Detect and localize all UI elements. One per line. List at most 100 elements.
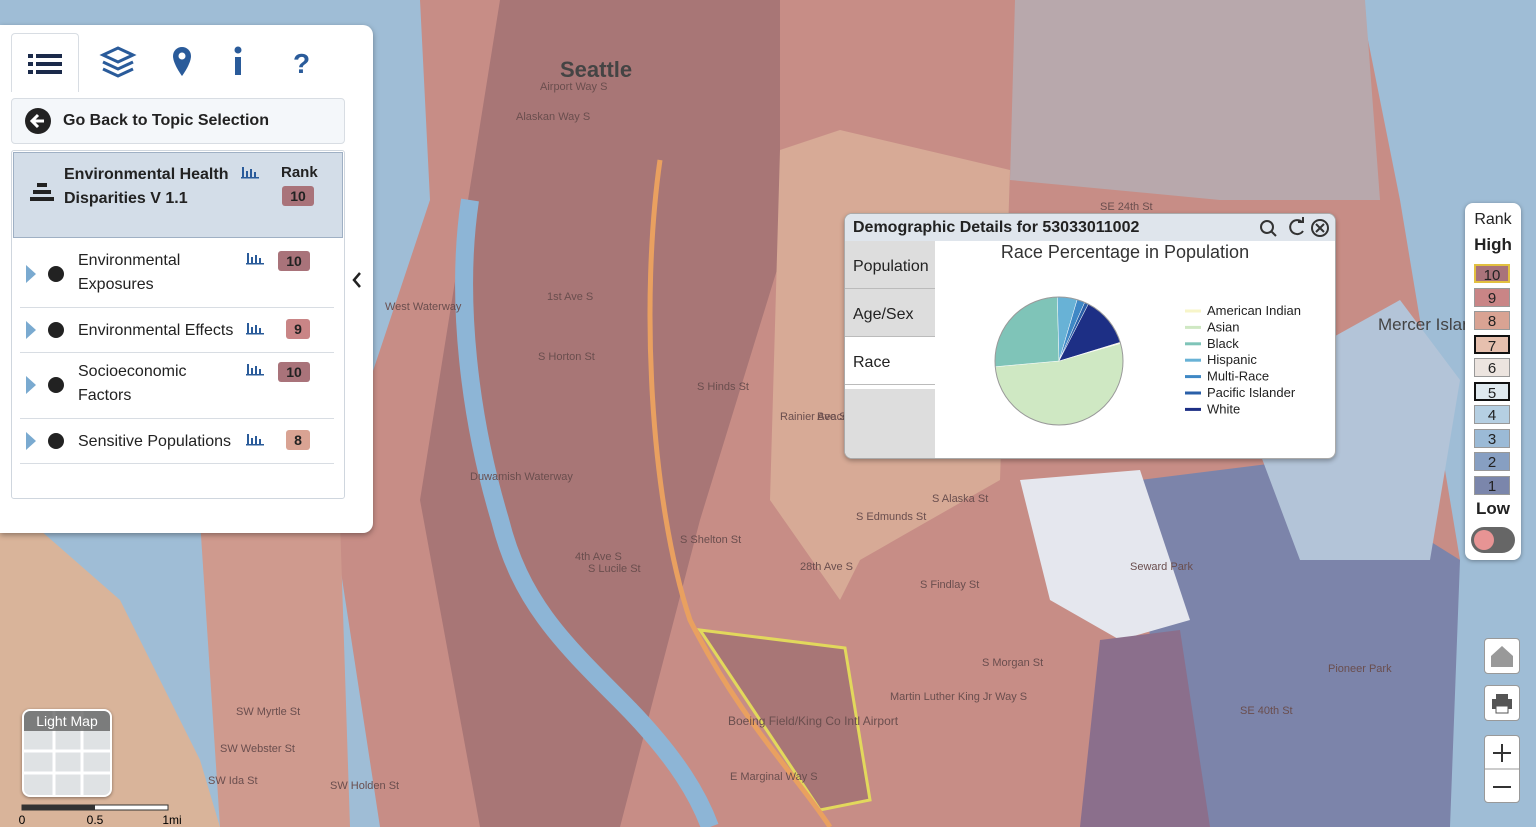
legend-label: American Indian — [1207, 303, 1301, 318]
map-label: SW Holden St — [330, 780, 399, 792]
map-label: Seward Park — [1130, 561, 1193, 573]
rank-legend: Rank High 10 9 8 7 6 5 4 3 2 1 Low — [1465, 203, 1521, 560]
rank-header: Rank — [281, 164, 318, 181]
toggle[interactable] — [1471, 527, 1515, 553]
map-label: 4th Ave S — [575, 551, 622, 563]
map-label: Boeing Field/King Co Intl Airport — [728, 714, 899, 728]
legend-label: Pacific Islander — [1207, 385, 1296, 400]
map-label: S Morgan St — [982, 657, 1043, 669]
zoom-controls[interactable] — [1484, 735, 1520, 803]
topic-item[interactable]: Socioeconomic Factors 10 — [20, 352, 334, 419]
map-label: West Waterway — [385, 301, 462, 313]
legend-label: Multi-Race — [1207, 369, 1269, 384]
scale-label: 1mi — [162, 813, 181, 827]
print-button[interactable] — [1484, 685, 1520, 721]
topic-title: Environmental Health Disparities V 1.1 — [64, 166, 229, 207]
popup-tab[interactable]: Population — [845, 241, 935, 289]
popup-tab[interactable]: Age/Sex — [845, 289, 935, 337]
scale-label: 0 — [19, 813, 26, 827]
rank-swatch[interactable]: 6 — [1474, 358, 1510, 377]
rank-swatch[interactable]: 9 — [1474, 287, 1510, 307]
basemap-toggle[interactable]: Light Map — [22, 709, 112, 797]
map-label: S Findlay St — [920, 579, 979, 591]
home-button[interactable] — [1484, 638, 1520, 674]
popup-title: Demographic Details for 53033011002 — [853, 219, 1140, 236]
layers-tab[interactable] — [83, 33, 149, 91]
rank-swatch[interactable]: 5 — [1474, 381, 1510, 402]
rank-swatch[interactable]: 10 — [1474, 264, 1510, 284]
scale-bar: 0 0.5 1mi — [19, 804, 182, 827]
location-tab[interactable] — [149, 33, 215, 91]
legend-high: High — [1474, 235, 1512, 254]
map-label: SW Ida St — [208, 775, 258, 787]
panel-tabs: ? — [11, 33, 343, 92]
rank-swatch[interactable]: 7 — [1474, 334, 1510, 355]
rank-swatch[interactable]: 2 — [1474, 452, 1510, 471]
map-label: SW Webster St — [220, 743, 295, 755]
map-label: 1st Ave S — [547, 291, 593, 303]
topic-header[interactable]: Environmental Health Disparities V 1.1 R… — [13, 152, 343, 238]
map-label: SE 24th St — [1100, 201, 1153, 213]
map-label: 28th Ave S — [800, 561, 853, 573]
pie-chart: Race Percentage in Population American I… — [994, 242, 1301, 426]
svg-text:?: ? — [293, 48, 310, 79]
map-label: S Hinds St — [697, 381, 749, 393]
side-panel: ? Go Back to Topic Selection Environment… — [0, 25, 373, 533]
map-label: Duwamish Waterway — [470, 471, 573, 483]
map-label: S Alaska St — [932, 493, 988, 505]
legend-label: Black — [1207, 336, 1239, 351]
map-label: S Shelton St — [680, 534, 741, 546]
topic-item[interactable]: Sensitive Populations 8 — [20, 418, 334, 464]
item-rank: 10 — [278, 362, 310, 382]
map-label: Rainier Ave S — [780, 411, 846, 423]
demographic-popup: Demographic Details for 53033011002 Popu… — [844, 213, 1336, 459]
legend-label: Asian — [1207, 319, 1240, 334]
legend-title: Rank — [1474, 211, 1512, 228]
popup-header: Demographic Details for 53033011002 — [845, 214, 1335, 241]
map-label: Mercer Island — [1378, 315, 1481, 334]
item-rank: 9 — [286, 319, 310, 339]
map-label: Airport Way S — [540, 81, 607, 93]
collapse-arrow[interactable] — [350, 270, 364, 290]
pie-slice — [994, 296, 1060, 367]
scale-label: 0.5 — [87, 813, 104, 827]
pie-outline — [994, 296, 1124, 426]
rank-swatch[interactable]: 8 — [1474, 311, 1510, 330]
item-label: Sensitive Populations — [78, 433, 231, 450]
tab-filler — [845, 389, 935, 458]
help-tab[interactable]: ? — [269, 33, 335, 91]
map-label: S Lucile St — [588, 563, 641, 575]
map-label: Pioneer Park — [1328, 663, 1392, 675]
item-rank: 8 — [286, 430, 310, 450]
info-tab[interactable] — [211, 33, 277, 91]
topic-list: Environmental Health Disparities V 1.1 R… — [11, 150, 345, 499]
basemap-label: Light Map — [24, 711, 110, 731]
map-label: S Edmunds St — [856, 511, 926, 523]
legend-label: White — [1207, 401, 1240, 416]
legend-label: Hispanic — [1207, 352, 1257, 367]
map-label: E Marginal Way S — [730, 771, 818, 783]
item-label: Environmental Exposures — [78, 252, 181, 293]
map-label: SW Myrtle St — [236, 706, 300, 718]
rank-swatch[interactable]: 4 — [1474, 405, 1510, 424]
chart-title: Race Percentage in Population — [1001, 242, 1249, 262]
map-label: Martin Luther King Jr Way S — [890, 691, 1027, 703]
back-button[interactable]: Go Back to Topic Selection — [11, 98, 345, 144]
topic-item[interactable]: Environmental Exposures 10 — [20, 241, 334, 308]
legend-low: Low — [1476, 499, 1510, 518]
map-label: S Horton St — [538, 351, 595, 363]
rank-swatch[interactable]: 1 — [1474, 475, 1510, 495]
topic-item[interactable]: Environmental Effects 9 — [20, 307, 334, 353]
popup-tab[interactable]: Race — [845, 337, 935, 385]
topic-rank: 10 — [282, 186, 314, 206]
item-label: Environmental Effects — [78, 322, 234, 339]
map-label: Seattle — [560, 57, 632, 82]
item-label: Socioeconomic Factors — [78, 363, 187, 404]
map-label: Alaskan Way S — [516, 111, 590, 123]
map-label: SE 40th St — [1240, 705, 1293, 717]
legend-tab[interactable] — [11, 33, 79, 92]
back-label: Go Back to Topic Selection — [63, 112, 269, 129]
rank-swatch[interactable]: 3 — [1474, 428, 1510, 448]
item-rank: 10 — [278, 251, 310, 271]
